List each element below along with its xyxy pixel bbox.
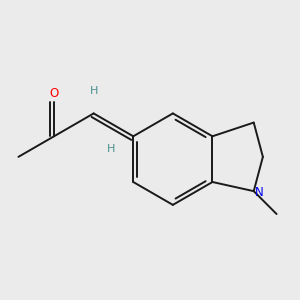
Text: O: O xyxy=(50,88,59,100)
Text: H: H xyxy=(89,85,98,96)
Text: H: H xyxy=(107,144,116,154)
Text: N: N xyxy=(255,186,264,199)
